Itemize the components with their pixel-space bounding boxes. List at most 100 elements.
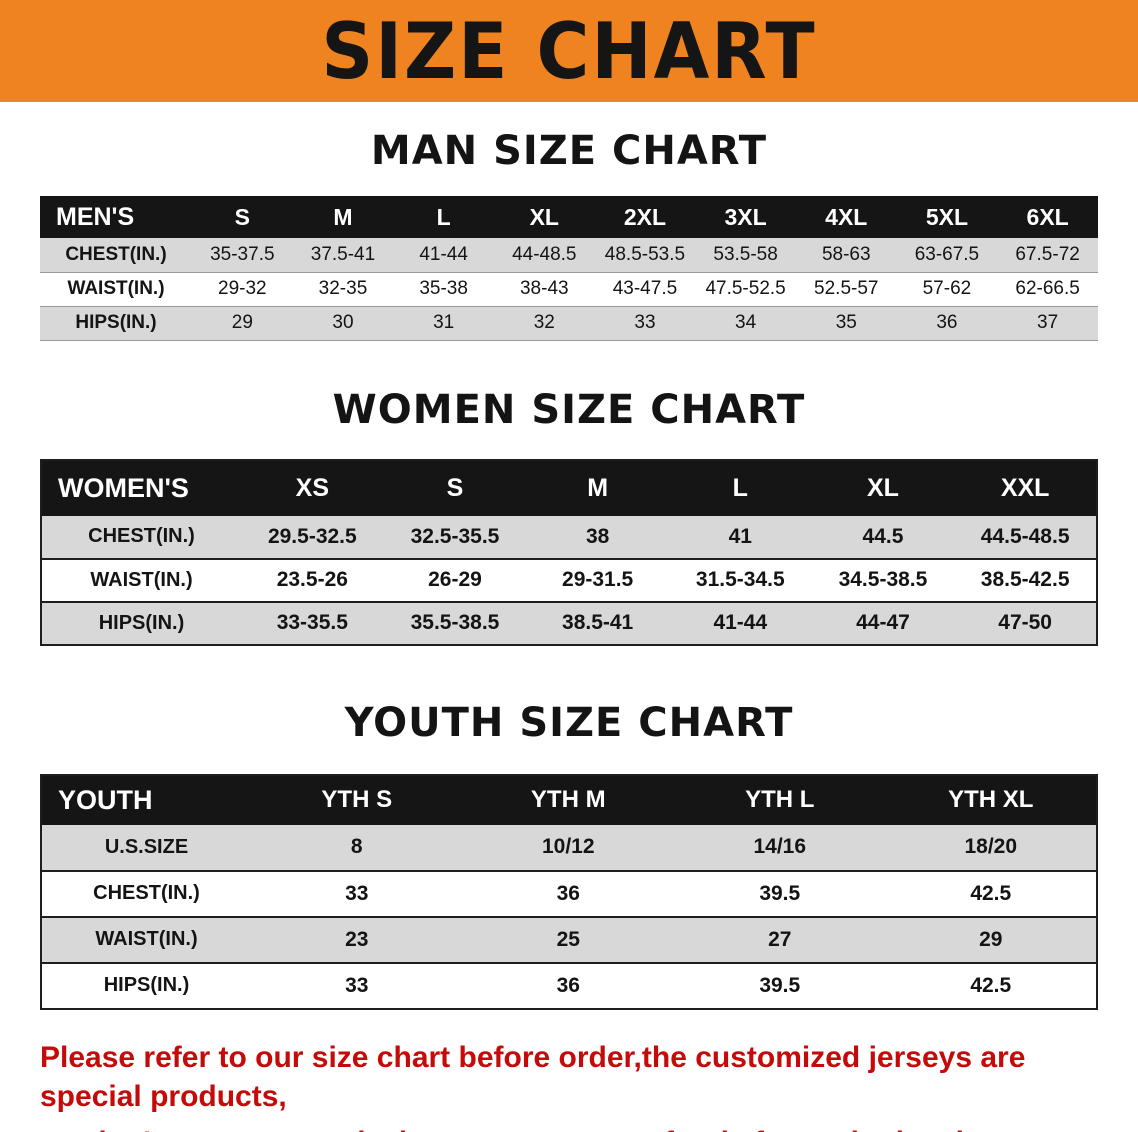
table-header-row: MEN'S S M L XL 2XL 3XL 4XL 5XL 6XL xyxy=(40,196,1098,238)
size-value-cell: 41-44 xyxy=(713,611,768,634)
women-size-table: WOMEN'S XS S M L XL XXL CHEST(IN.) 29.5-32.5 32.5… xyxy=(40,458,1098,646)
size-value-cell: 32 xyxy=(533,312,555,333)
row-label: HIPS(IN.) xyxy=(98,611,185,634)
size-value-cell: 35.5-38.5 xyxy=(410,611,500,634)
youth-section-heading: YOUTH SIZE CHART xyxy=(344,699,794,746)
size-value-cell: 8 xyxy=(350,835,363,858)
table-row: CHEST(IN.) 33 36 39.5 42.5 xyxy=(41,871,1097,917)
size-value-cell: 36 xyxy=(556,881,580,905)
size-value-cell: 38-43 xyxy=(519,278,569,299)
size-value-cell: 38.5-41 xyxy=(562,611,634,634)
men-size-table: MEN'S S M L XL 2XL 3XL 4XL 5XL 6XL CHEST(IN.) 35-37… xyxy=(40,196,1098,341)
notice-line-2: we don't accept cancel, change, teturn o… xyxy=(40,1123,1100,1132)
size-value-cell: 33 xyxy=(634,312,656,333)
row-label: HIPS(IN.) xyxy=(75,312,157,333)
size-value-cell: 29 xyxy=(231,312,253,333)
size-value-cell: 27 xyxy=(768,927,792,951)
table-header-row: YOUTH YTH S YTH M YTH L YTH XL xyxy=(41,774,1097,825)
size-value-cell: 44-47 xyxy=(856,611,910,634)
section-women: WOMEN SIZE CHART WOMEN'S XS S M L XL XXL CHEST(… xyxy=(0,387,1138,646)
table-row: WAIST(IN.) 23 25 27 29 xyxy=(41,916,1097,963)
size-header-cell: L xyxy=(668,459,812,516)
size-value-cell: 30 xyxy=(332,312,354,333)
size-value-cell: 36 xyxy=(556,973,580,997)
size-header-cell: S xyxy=(192,196,293,238)
table-row: HIPS(IN.) 29 30 31 32 33 34 35 36 37 xyxy=(40,306,1098,340)
row-label: HIPS(IN.) xyxy=(103,974,190,996)
size-header-cell: 3XL xyxy=(695,196,796,238)
size-value-cell: 41-44 xyxy=(419,243,468,265)
size-value-cell: 37 xyxy=(1037,312,1059,333)
size-value-cell: 33 xyxy=(345,881,369,905)
row-label: CHEST(IN.) xyxy=(65,243,167,265)
youth-size-table: YOUTH YTH S YTH M YTH L YTH XL U.S.SIZE 8 10/12… xyxy=(40,773,1098,1010)
footer-notice: Please refer to our size chart before or… xyxy=(40,1038,1100,1132)
table-title-cell: MEN'S xyxy=(40,196,192,238)
size-value-cell: 42.5 xyxy=(970,881,1012,905)
table-title-cell: YOUTH xyxy=(41,774,251,825)
size-header-cell: S xyxy=(383,459,527,516)
size-value-cell: 48.5-53.5 xyxy=(604,243,686,265)
table-row: CHEST(IN.) 35-37.5 37.5-41 41-44 44-48.5 48.5… xyxy=(40,238,1098,272)
size-value-cell: 29 xyxy=(979,927,1003,951)
size-value-cell: 38.5-42.5 xyxy=(980,568,1070,591)
table-title-cell: WOMEN'S xyxy=(41,459,241,516)
size-value-cell: 35 xyxy=(835,312,857,333)
size-header-cell: L xyxy=(393,196,494,238)
size-value-cell: 44.5-48.5 xyxy=(980,524,1070,548)
size-value-cell: 44.5 xyxy=(862,524,904,548)
size-value-cell: 39.5 xyxy=(759,881,801,905)
size-header-cell: M xyxy=(526,459,669,516)
size-value-cell: 33 xyxy=(345,973,369,997)
table-header-row: WOMEN'S XS S M L XL XXL xyxy=(41,459,1097,516)
notice-line-1: Please refer to our size chart before or… xyxy=(40,1040,1026,1114)
row-label: WAIST(IN.) xyxy=(95,928,198,950)
size-header-cell: 4XL xyxy=(795,196,897,238)
size-value-cell: 18/20 xyxy=(964,835,1018,858)
size-value-cell: 47-50 xyxy=(998,611,1052,634)
section-men: MAN SIZE CHART MEN'S S M L XL 2XL 3XL 4XL 5XL 6XL… xyxy=(0,128,1138,341)
size-header-cell: 5XL xyxy=(896,196,998,238)
size-value-cell: 34 xyxy=(735,312,757,333)
size-value-cell: 47.5-52.5 xyxy=(705,278,786,299)
size-value-cell: 38 xyxy=(585,524,610,548)
size-value-cell: 23.5-26 xyxy=(276,568,348,591)
size-header-cell: YTH L xyxy=(674,774,886,825)
size-value-cell: 37.5-41 xyxy=(310,243,376,265)
size-value-cell: 35-37.5 xyxy=(210,243,275,265)
size-value-cell: 39.5 xyxy=(759,973,801,997)
size-value-cell: 52.5-57 xyxy=(814,278,879,299)
size-value-cell: 67.5-72 xyxy=(1015,243,1080,265)
table-row: CHEST(IN.) 29.5-32.5 32.5-35.5 38 41 44.5 44.5… xyxy=(41,515,1097,559)
row-label: CHEST(IN.) xyxy=(93,882,200,904)
size-header-cell: XL xyxy=(493,196,595,238)
table-row: U.S.SIZE 8 10/12 14/16 18/20 xyxy=(41,824,1097,871)
size-value-cell: 36 xyxy=(936,312,958,333)
size-header-cell: XXL xyxy=(954,459,1097,516)
women-section-heading: WOMEN SIZE CHART xyxy=(332,386,806,433)
men-section-heading: MAN SIZE CHART xyxy=(370,128,768,174)
size-value-cell: 53.5-58 xyxy=(713,243,778,265)
size-value-cell: 41 xyxy=(728,524,752,548)
size-value-cell: 29-32 xyxy=(218,278,267,299)
row-label: U.S.SIZE xyxy=(104,835,189,858)
size-value-cell: 32.5-35.5 xyxy=(410,524,500,548)
table-row: HIPS(IN.) 33 36 39.5 42.5 xyxy=(41,963,1097,1009)
row-label: CHEST(IN.) xyxy=(88,525,195,547)
size-value-cell: 31 xyxy=(433,312,455,333)
size-value-cell: 29-31.5 xyxy=(562,568,634,591)
row-label: WAIST(IN.) xyxy=(90,568,193,591)
banner: SIZE CHART xyxy=(0,0,1138,102)
size-value-cell: 58-63 xyxy=(821,243,871,265)
size-value-cell: 62-66.5 xyxy=(1015,278,1080,299)
size-value-cell: 35-38 xyxy=(419,278,468,299)
size-value-cell: 57-62 xyxy=(922,278,972,299)
table-row: WAIST(IN.) 23.5-26 26-29 29-31.5 31.5-34.5 34… xyxy=(41,559,1097,602)
size-header-cell: XL xyxy=(811,459,955,516)
size-header-cell: YTH XL xyxy=(885,774,1097,825)
size-value-cell: 29.5-32.5 xyxy=(267,524,357,548)
size-header-cell: M xyxy=(292,196,394,238)
size-value-cell: 33-35.5 xyxy=(276,611,348,634)
section-youth: YOUTH SIZE CHART YOUTH YTH S YTH M YTH L YTH… xyxy=(0,700,1138,1010)
